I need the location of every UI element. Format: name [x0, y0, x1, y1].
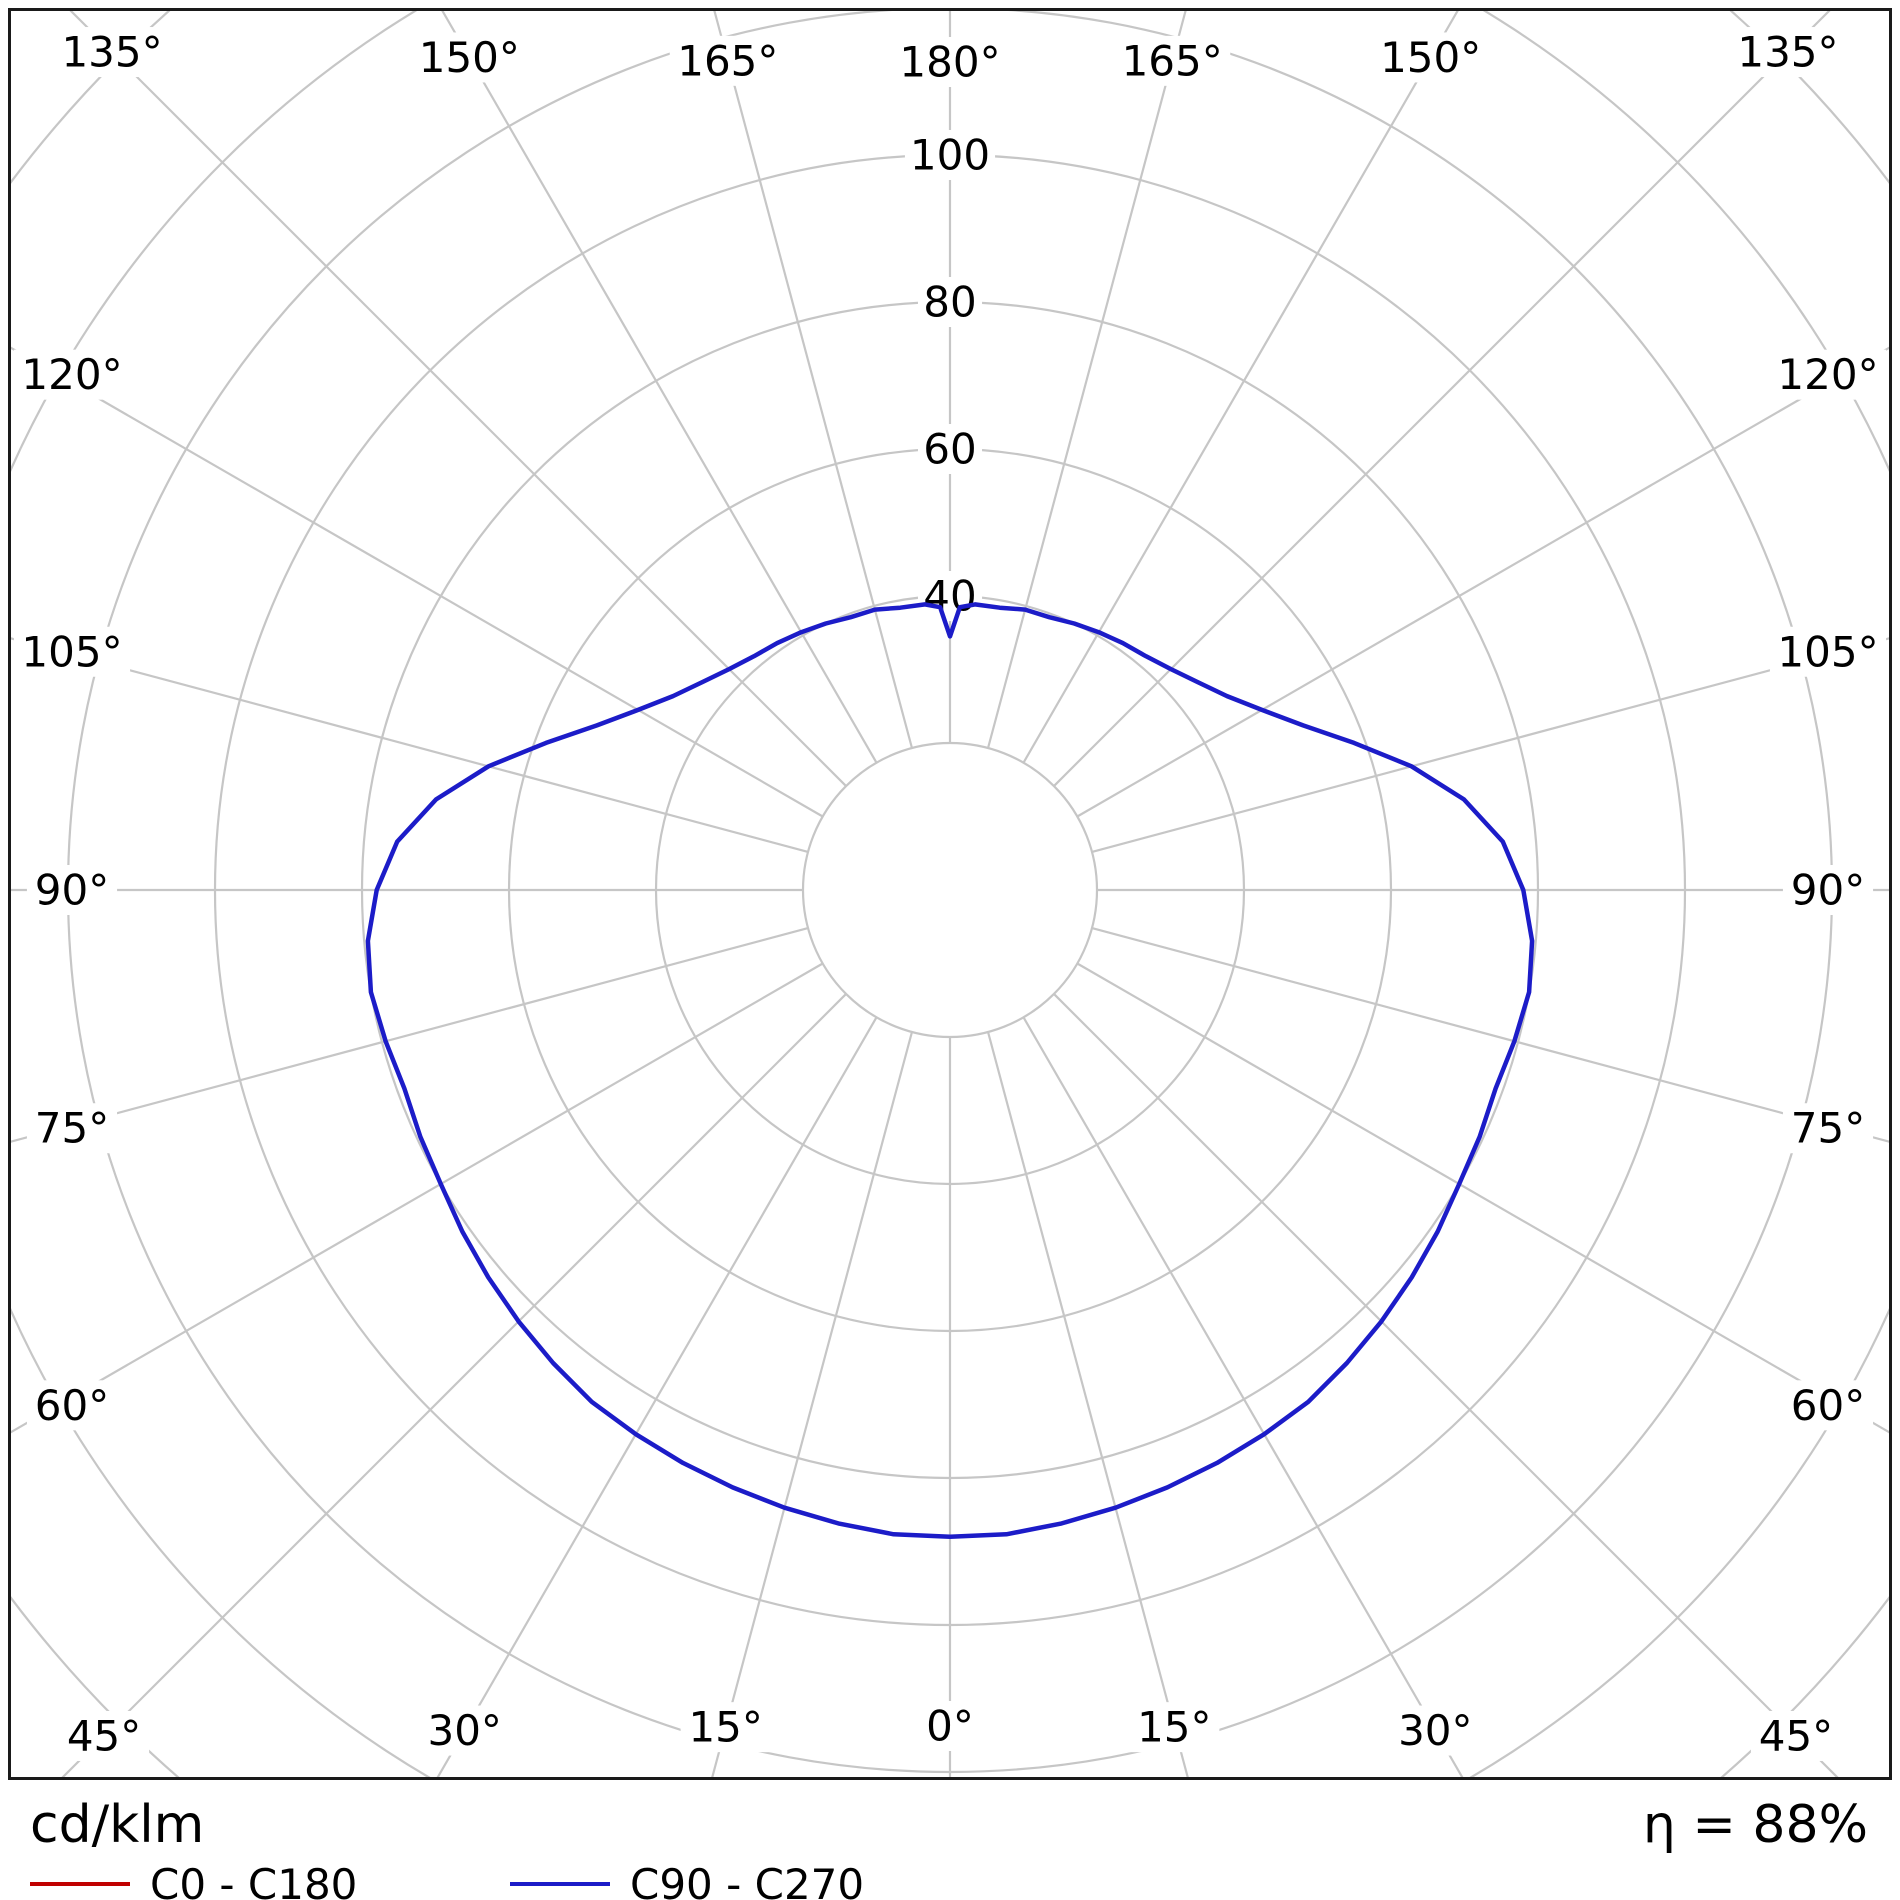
grid-spoke — [713, 11, 914, 749]
radial-tick-label: 60 — [923, 425, 976, 474]
angle-tick-label: 165° — [1122, 36, 1223, 85]
angle-tick-label: 45° — [67, 1711, 141, 1760]
tick-label-backing — [1769, 626, 1887, 677]
radial-tick-label: 80 — [923, 278, 976, 327]
tick-label-backing — [1782, 1380, 1874, 1431]
angle-tick-label: 60° — [1791, 1381, 1865, 1430]
angle-tick-label: 60° — [35, 1381, 109, 1430]
grid-spoke — [11, 962, 824, 1434]
legend-label-c0: C0 - C180 — [150, 1860, 357, 1900]
tick-label-backing — [904, 130, 996, 180]
tick-label-backing — [26, 1103, 118, 1154]
angle-tick-label: 0° — [926, 1702, 974, 1751]
tick-label-backing — [26, 1380, 118, 1431]
tick-label-backing — [891, 37, 1009, 87]
tick-label-backing — [917, 424, 983, 474]
angle-tick-label: 135° — [1737, 28, 1838, 77]
grid-spoke — [11, 346, 824, 818]
tick-label-backing — [669, 35, 786, 86]
curve-C90-C270 — [365, 602, 1535, 1540]
tick-label-backing — [917, 277, 983, 327]
grid-spoke — [986, 1031, 1189, 1777]
angle-tick-label: 165° — [677, 36, 778, 85]
grid-spoke — [441, 11, 878, 764]
tick-label-backing — [419, 1705, 510, 1756]
angle-tick-label: 105° — [1777, 627, 1878, 676]
angle-tick-label: 90° — [35, 866, 109, 915]
tick-label-backing — [26, 865, 118, 915]
tick-label-backing — [680, 1702, 771, 1753]
angle-tick-label: 15° — [688, 1703, 762, 1752]
tick-label-backing — [1750, 1710, 1842, 1761]
grid-spoke — [1022, 1016, 1464, 1777]
radial-tick-label: 100 — [910, 131, 990, 180]
angle-tick-label: 105° — [21, 627, 122, 676]
tick-label-backing — [1372, 32, 1489, 83]
grid-spoke — [1076, 962, 1889, 1434]
angle-tick-label: 135° — [61, 28, 162, 77]
efficiency-label: η = 88% — [1643, 1795, 1868, 1855]
angle-tick-label: 30° — [427, 1706, 501, 1755]
grid-spoke — [11, 926, 809, 1143]
tick-label-backing — [58, 1710, 150, 1761]
grid-spoke — [1053, 11, 1831, 787]
grid-spoke — [1091, 637, 1889, 854]
angle-tick-label: 75° — [1791, 1104, 1865, 1153]
axis-tick-labels: 40 60 80 100 0° 15° 15° 30° 30° 45° 45° 60° 60° 75° 75… — [13, 27, 1887, 1761]
tick-label-backing — [411, 32, 528, 83]
angle-tick-label: 150° — [1380, 33, 1481, 82]
angle-tick-label: 15° — [1137, 1703, 1211, 1752]
tick-label-backing — [1729, 27, 1847, 78]
angle-tick-label: 120° — [21, 350, 122, 399]
grid-spoke — [1022, 11, 1459, 764]
grid-spoke — [69, 11, 847, 787]
tick-label-backing — [13, 349, 131, 400]
angle-tick-label: 30° — [1398, 1706, 1472, 1755]
angle-tick-label: 75° — [35, 1104, 109, 1153]
angle-tick-label: 45° — [1759, 1711, 1833, 1760]
radial-tick-label: 40 — [923, 572, 976, 621]
tick-label-backing — [53, 27, 171, 78]
tick-label-backing — [1129, 1702, 1220, 1753]
angle-tick-label: 120° — [1777, 350, 1878, 399]
distribution-curves — [365, 602, 1535, 1540]
chart-frame — [8, 8, 1892, 1780]
grid-spoke — [436, 1016, 878, 1777]
angle-tick-label: 180° — [899, 38, 1000, 87]
units-label: cd/klm — [30, 1795, 204, 1855]
grid-spoke — [11, 637, 809, 854]
legend: C0 - C180 C90 - C270 — [30, 1860, 864, 1900]
tick-label-backing — [1390, 1705, 1481, 1756]
grid-spoke — [1053, 993, 1839, 1777]
grid-spoke — [711, 1031, 914, 1777]
angle-tick-label: 90° — [1791, 866, 1865, 915]
grid-ring — [801, 741, 1099, 1039]
grid-spoke — [61, 993, 847, 1777]
tick-label-backing — [1769, 349, 1887, 400]
grid-spoke — [986, 11, 1187, 749]
angle-tick-label: 150° — [419, 33, 520, 82]
tick-label-backing — [917, 1701, 983, 1751]
legend-label-c90: C90 - C270 — [630, 1860, 864, 1900]
tick-label-backing — [1114, 35, 1231, 86]
tick-label-backing — [13, 626, 131, 677]
tick-label-backing — [917, 571, 983, 621]
grid-spoke — [1091, 926, 1889, 1143]
tick-label-backing — [1782, 1103, 1874, 1154]
grid-spoke — [1076, 346, 1889, 818]
tick-label-backing — [1782, 865, 1874, 915]
